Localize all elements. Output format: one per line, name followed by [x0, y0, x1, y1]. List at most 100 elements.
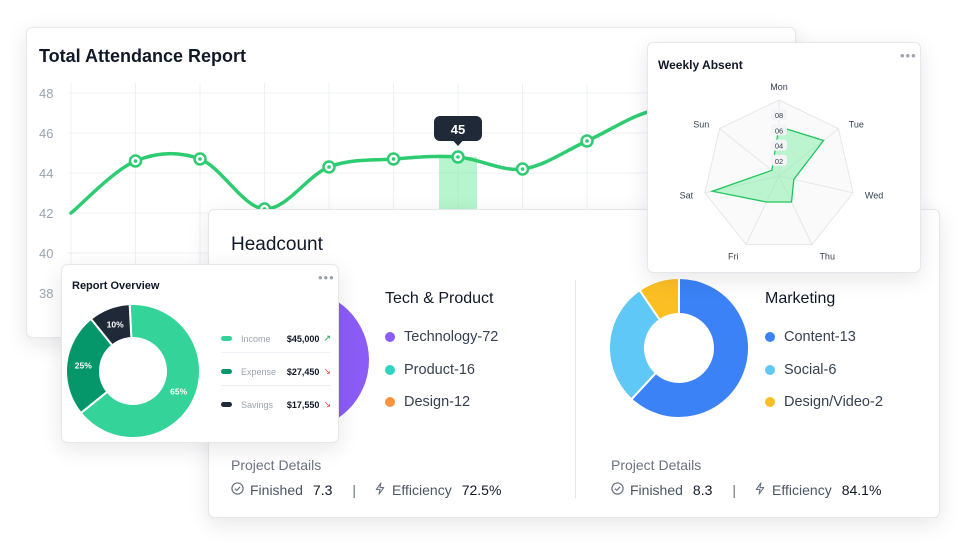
overview-legend-item: Income $45,000 ↗ — [221, 333, 331, 344]
weekly-menu-icon[interactable]: ••• — [900, 48, 917, 63]
lightning-icon — [374, 482, 386, 498]
radar-tick-bg — [771, 154, 787, 166]
y-tick-label: 40 — [39, 246, 53, 261]
report-overview-card: Report Overview ••• 65% 25% 10% Income $45,… — [61, 264, 339, 443]
radar-tick-label: 04 — [775, 142, 783, 151]
legend-label: Design — [404, 394, 450, 410]
lightning-icon — [754, 482, 766, 498]
data-point-center — [585, 139, 589, 143]
tech-project-details-row: Finished 7.3 | Efficiency 72.5% — [231, 482, 501, 498]
data-point-center — [520, 167, 525, 171]
radar-data-area — [709, 125, 825, 203]
legend-item: Design - 12 — [385, 394, 470, 410]
y-tick-label: 42 — [39, 206, 53, 221]
legend-divider — [221, 385, 331, 386]
legend-item: Social - 6 — [765, 362, 836, 378]
highlight-tooltip — [434, 116, 482, 141]
legend-label: Technology — [404, 329, 478, 345]
legend-label: Design/Video — [784, 394, 870, 410]
attendance-data-point — [580, 134, 594, 148]
headcount-title: Headcount — [231, 234, 323, 255]
legend-value: 2 — [874, 394, 883, 410]
legend-divider — [221, 352, 331, 353]
legend-value: 6 — [828, 361, 837, 378]
overview-slice-label: 25% — [75, 361, 92, 371]
overview-legend-label: Expense — [241, 366, 277, 377]
tech-project-details-title: Project Details — [231, 457, 322, 473]
radar-axis-label: Sat — [680, 191, 694, 201]
marketing-group-title: Marketing — [765, 290, 836, 307]
report-overview-donut: 65% 25% 10% — [65, 303, 201, 439]
report-overview-title: Report Overview — [72, 280, 160, 292]
legend-value: 72 — [482, 329, 499, 345]
attendance-data-point — [193, 152, 207, 166]
radar-spoke — [719, 128, 780, 177]
data-point-center — [391, 157, 396, 161]
data-point-center — [456, 155, 460, 159]
tech-finished-value: 7.3 — [312, 482, 333, 498]
check-circle-icon — [231, 482, 244, 498]
legend-dot — [385, 332, 395, 342]
radar-axis-label: Tue — [849, 120, 864, 130]
legend-separator: - — [870, 394, 875, 410]
radar-axis-label: Mon — [770, 82, 788, 92]
legend-label: Product — [404, 361, 454, 378]
marketing-finished-value: 8.3 — [692, 482, 713, 498]
radar-tick-label: 08 — [775, 111, 783, 120]
legend-value: 16 — [458, 361, 475, 378]
overview-legend-value: $17,550 — [286, 399, 320, 410]
marketing-finished-label: Finished — [630, 482, 683, 498]
marketing-efficiency-value: 84.1% — [841, 482, 882, 498]
legend-dot — [765, 332, 775, 342]
overview-legend-item: Savings $17,550 ↘ — [221, 399, 331, 410]
legend-separator: - — [477, 329, 483, 345]
overview-legend-label: Savings — [241, 399, 274, 410]
legend-separator: - — [834, 329, 840, 345]
legend-label: Content — [784, 329, 835, 345]
legend-dot — [385, 364, 395, 375]
legend-item: Design/Video - 2 — [765, 394, 883, 410]
radar-tick-label: 06 — [775, 126, 783, 135]
attendance-data-point — [451, 150, 465, 164]
legend-value: 12 — [453, 394, 471, 410]
divider: | — [732, 482, 737, 498]
check-circle-icon — [611, 482, 624, 498]
radar-axis-label: Sun — [693, 120, 709, 130]
legend-separator: - — [823, 361, 829, 378]
legend-pill — [221, 336, 232, 341]
weekly-absent-card: Weekly Absent ••• 02 04 06 08 Mon Tue Wed Thu Fr… — [647, 42, 921, 273]
tech-efficiency-value: 72.5% — [461, 482, 502, 498]
legend-dot — [765, 397, 775, 407]
marketing-donut-slice — [638, 278, 680, 322]
radar-axis-label: Wed — [865, 191, 883, 201]
tech-efficiency-label: Efficiency — [392, 482, 452, 498]
legend-item: Content - 13 — [765, 329, 856, 345]
weekly-absent-title: Weekly Absent — [658, 58, 743, 72]
overview-legend-item: Expense $27,450 ↘ — [221, 366, 331, 377]
tech-finished-label: Finished — [250, 482, 303, 498]
y-tick-label: 46 — [39, 126, 53, 141]
y-tick-label: 38 — [39, 286, 53, 301]
legend-separator: - — [453, 361, 459, 378]
tech-group-title: Tech & Product — [385, 290, 494, 307]
radar-axis-label: Thu — [819, 252, 835, 262]
legend-dot — [385, 397, 395, 407]
overview-legend-value: $27,450 — [286, 366, 320, 377]
marketing-efficiency-label: Efficiency — [772, 482, 832, 498]
overview-donut-slice — [89, 303, 133, 347]
y-tick-label: 44 — [39, 166, 53, 181]
legend-item: Product - 16 — [385, 362, 475, 378]
overview-legend-label: Income — [241, 333, 271, 344]
marketing-donut-slice — [629, 278, 750, 419]
attendance-title: Total Attendance Report — [39, 46, 247, 66]
radar-axis-label: Fri — [728, 252, 739, 262]
attendance-data-point — [515, 162, 530, 176]
overview-menu-icon[interactable]: ••• — [318, 270, 335, 285]
legend-dot — [765, 364, 775, 375]
attendance-data-point — [322, 160, 336, 174]
radar-tick-bg — [771, 109, 787, 121]
attendance-data-point — [386, 152, 401, 166]
overview-donut-slice — [79, 303, 201, 439]
attendance-data-point — [128, 154, 143, 168]
marketing-donut — [609, 278, 750, 419]
